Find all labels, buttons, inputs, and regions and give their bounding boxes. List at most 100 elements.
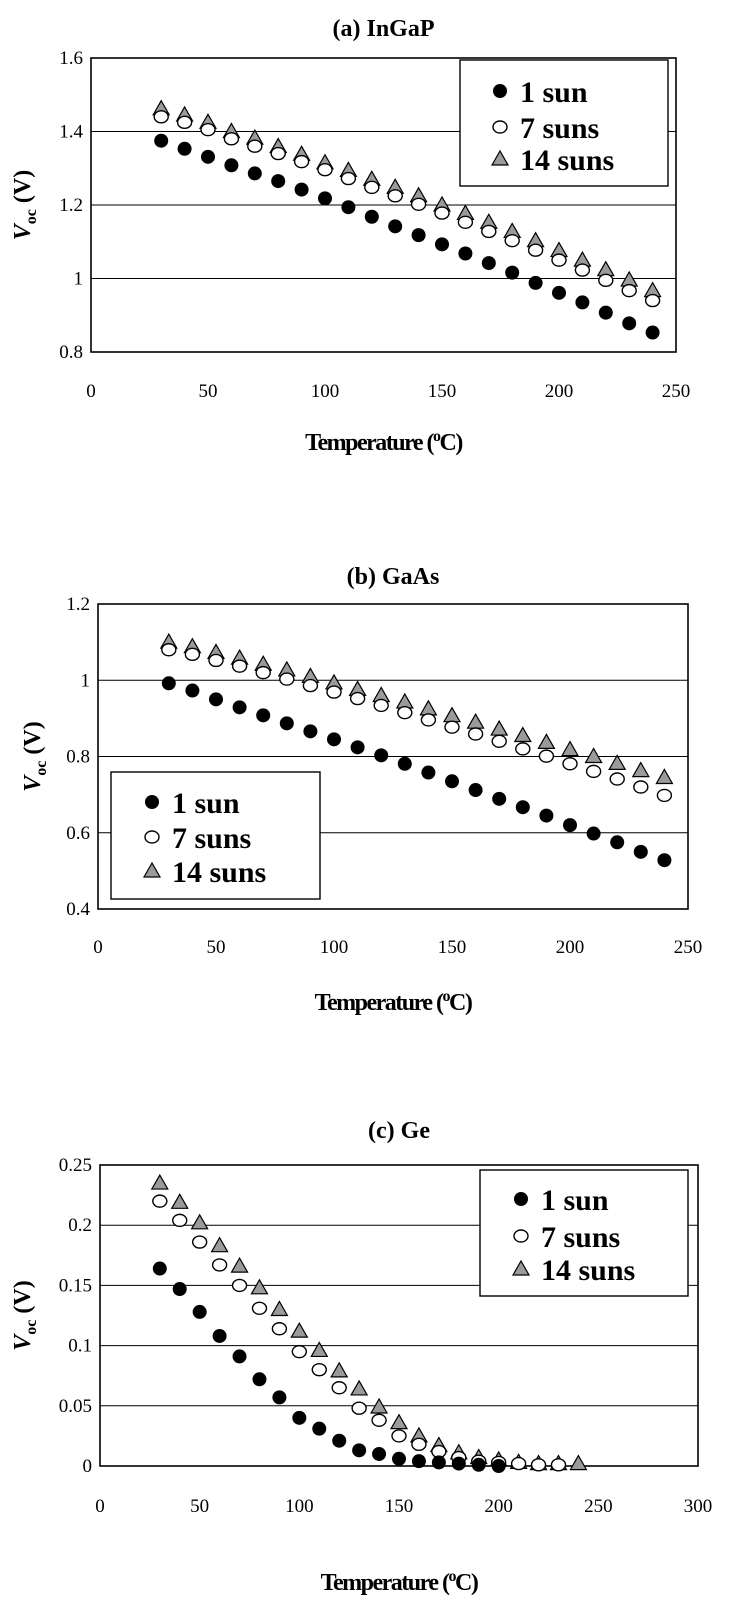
data-point [657,853,672,868]
data-point [192,1304,207,1319]
data-point [311,1362,327,1377]
data-point [457,215,474,229]
data-point [492,791,507,806]
data-point [200,122,216,137]
data-point [161,676,176,691]
data-point [389,1413,409,1430]
data-point [527,243,544,257]
data-point [212,1328,227,1343]
legend-label: 14 suns [541,1254,635,1287]
legend-marker [493,84,507,98]
x-tick-label: 150 [428,381,457,402]
data-point [537,733,556,749]
legend-marker [492,120,508,134]
data-point [451,1456,466,1471]
legend-marker [144,830,160,844]
x-tick-label: 150 [438,937,467,958]
data-point [351,1401,367,1415]
legend-marker [511,1259,531,1276]
data-point [551,253,567,267]
legend-label: 7 suns [172,822,251,855]
chart-title: (b) GaAs [347,564,440,590]
plot-area [90,57,677,353]
x-tick-label: 250 [584,1496,613,1517]
data-point [421,765,436,780]
x-tick-label: 300 [684,1496,713,1517]
data-point [395,692,414,709]
data-point [609,772,625,786]
data-point [231,659,248,673]
y-tick-label: 0.6 [66,823,90,844]
data-point [596,260,615,277]
data-point [232,1349,247,1364]
y-tick-label: 0.15 [59,1275,92,1296]
data-point [585,764,602,779]
data-point [490,719,509,736]
series-1-sun [154,133,660,340]
legend-label: 1 sun [541,1184,609,1217]
data-point [271,174,286,189]
y-tick-label: 0.1 [68,1336,92,1357]
data-point [153,110,169,124]
series-1-sun [161,676,672,868]
data-point [279,672,295,686]
data-point [397,705,413,720]
data-point [271,1322,288,1336]
data-point [466,712,485,729]
x-axis-label: Temperature (oC) [321,1568,478,1596]
data-point [247,139,263,153]
data-point [444,720,460,734]
data-point [291,1344,308,1359]
data-point [250,1278,269,1295]
data-point [510,1456,527,1471]
data-point [272,1390,287,1405]
data-point [655,768,674,785]
data-point [481,256,496,271]
chart-title: (c) Ge [368,1118,430,1144]
legend-label: 1 sun [172,787,240,820]
data-point [352,1443,367,1458]
x-tick-label: 150 [385,1496,414,1517]
data-point [411,228,426,243]
x-tick-label: 200 [484,1496,513,1517]
data-point [392,1451,406,1466]
y-tick-label: 1.6 [59,48,83,69]
data-point [633,844,648,859]
data-point [481,224,497,239]
y-tick-label: 0.2 [68,1215,92,1236]
x-tick-label: 50 [190,1496,209,1517]
data-point [608,754,627,770]
chart-1: (b) GaAs 0.4 0.6 0.8 1 1.2 0 50 100 150 200 250 Temp… [20,564,702,1016]
chart-2: (c) Ge 0 0.05 0.1 0.15 0.2 0.25 0 50 100 150 200 250… [10,1118,712,1596]
y-tick-label: 0.4 [66,899,90,920]
legend-marker [514,1192,528,1206]
data-point [530,1458,547,1472]
data-point [251,1301,268,1315]
data-point [656,788,673,803]
data-point [185,683,200,698]
data-point [170,1193,189,1209]
data-point [633,780,649,794]
x-tick-label: 250 [662,381,691,402]
y-axis-label: Voc (V) [10,170,40,240]
data-point [270,146,286,161]
data-point [645,325,660,340]
chart-0: (a) InGaP 0.8 1 1.2 1.4 1.6 0 50 100 150 200 250 Tem… [10,16,690,456]
x-tick-label: 200 [556,937,585,958]
data-point [318,191,332,206]
data-point [491,734,507,748]
data-point [371,1413,387,1427]
data-point [569,1454,588,1471]
legend-marker [490,149,510,166]
data-point [331,1381,347,1395]
data-point [350,1379,369,1396]
data-point [201,149,215,164]
data-point [458,246,473,261]
data-point [310,1341,329,1358]
chart-title: (a) InGaP [333,16,435,42]
data-point [468,783,483,798]
